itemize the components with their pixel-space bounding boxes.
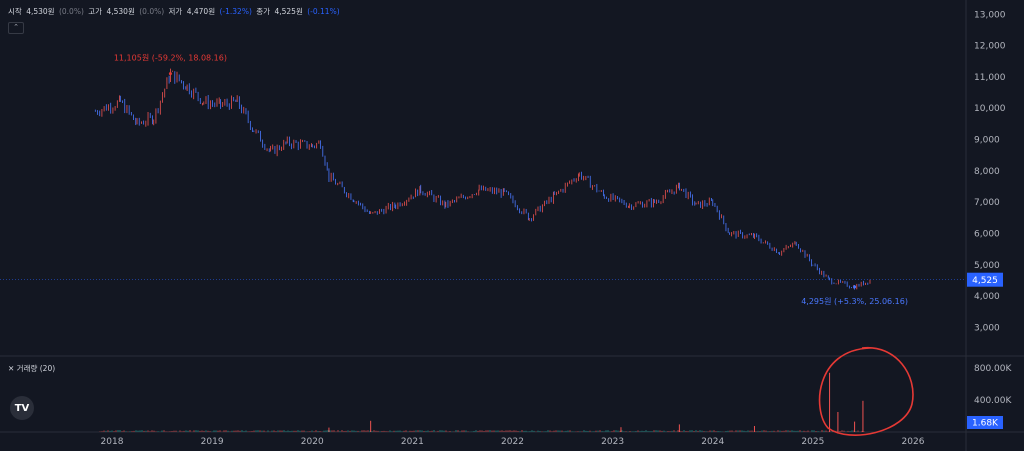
tradingview-logo[interactable]: TV <box>10 396 34 420</box>
price-tick-label: 13,000 <box>974 10 1006 20</box>
low-label: 저가 <box>168 7 183 16</box>
time-tick-label: 2020 <box>301 437 324 447</box>
open-label: 시작 <box>8 7 22 16</box>
time-tick-label: 2021 <box>401 437 424 447</box>
volume-tick-label: 800.00K <box>974 364 1012 374</box>
chevron-up-icon[interactable]: ⌃ <box>8 22 24 34</box>
time-tick-label: 2023 <box>601 437 624 447</box>
high-value: 4,530원 <box>106 7 135 16</box>
open-change: (0.0%) <box>58 7 84 16</box>
price-tick-label: 12,000 <box>974 42 1006 52</box>
volume-label: ✕ 거래량 (20) <box>8 363 55 374</box>
close-value: 4,525원 <box>274 7 303 16</box>
time-tick-label: 2024 <box>701 437 724 447</box>
price-tick-label: 5,000 <box>974 261 1000 271</box>
price-tick-label: 11,000 <box>974 73 1006 83</box>
high-label: 고가 <box>88 7 103 16</box>
logo-text: TV <box>14 402 30 414</box>
time-tick-label: 2018 <box>101 437 124 447</box>
last-volume-label: 1.68K <box>972 419 999 429</box>
volume-label-text: 거래량 (20) <box>16 364 56 373</box>
low-value: 4,470원 <box>186 7 216 16</box>
close-label: 종가 <box>256 7 271 16</box>
high-change: (0.0%) <box>139 7 165 16</box>
price-tick-label: 7,000 <box>974 198 1000 208</box>
price-tick-label: 4,000 <box>974 292 1000 302</box>
low-annotation: 4,295원 (+5.3%, 25.06.16) <box>801 297 908 306</box>
last-volume-tag <box>967 416 1003 429</box>
ohlc-legend: 시작 4,530원 (0.0%) 고가 4,530원 (0.0%) 저가 4,4… <box>8 6 342 17</box>
close-change: (-0.11%) <box>307 7 340 16</box>
annotation-marker <box>168 72 172 76</box>
price-tick-label: 3,000 <box>974 323 1000 333</box>
price-tick-label: 6,000 <box>974 230 1000 240</box>
low-change: (-1.32%) <box>219 7 252 16</box>
open-value: 4,530원 <box>26 7 55 16</box>
highlight-circle <box>818 346 914 436</box>
price-tick-label: 8,000 <box>974 167 1000 177</box>
last-price-tag <box>967 272 1003 287</box>
time-tick-label: 2019 <box>201 437 224 447</box>
volume-tick-label: 400.00K <box>974 396 1012 406</box>
price-tick-label: 9,000 <box>974 136 1000 146</box>
price-tick-label: 10,000 <box>974 104 1006 114</box>
annotation-marker <box>853 285 857 289</box>
time-tick-label: 2022 <box>501 437 524 447</box>
time-tick-label: 2026 <box>902 437 925 447</box>
close-icon[interactable]: ✕ <box>8 364 17 373</box>
time-tick-label: 2025 <box>801 437 824 447</box>
last-price-label: 4,525 <box>972 276 998 286</box>
high-annotation: 11,105원 (-59.2%, 18.08.16) <box>114 54 227 63</box>
